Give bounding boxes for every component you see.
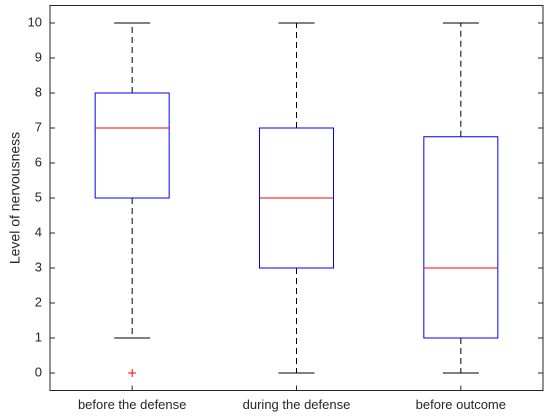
- y-tick-label: 2: [35, 294, 42, 309]
- x-tick-label: before outcome: [416, 397, 506, 412]
- y-tick-label: 3: [35, 259, 42, 274]
- y-tick-label: 1: [35, 329, 42, 344]
- y-tick-label: 7: [35, 119, 42, 134]
- y-tick-label: 5: [35, 189, 42, 204]
- y-axis-label: Level of nervousness: [7, 132, 23, 264]
- y-tick-label: 4: [35, 224, 42, 239]
- y-tick-label: 10: [28, 14, 42, 29]
- box: [94, 92, 170, 199]
- y-tick-label: 8: [35, 84, 42, 99]
- box: [423, 136, 499, 339]
- y-tick-label: 6: [35, 154, 42, 169]
- outlier: [128, 369, 137, 377]
- x-tick-label: during the defense: [243, 397, 351, 412]
- x-tick-label: before the defense: [78, 397, 186, 412]
- y-tick-label: 0: [35, 364, 42, 379]
- y-tick-label: 9: [35, 49, 42, 64]
